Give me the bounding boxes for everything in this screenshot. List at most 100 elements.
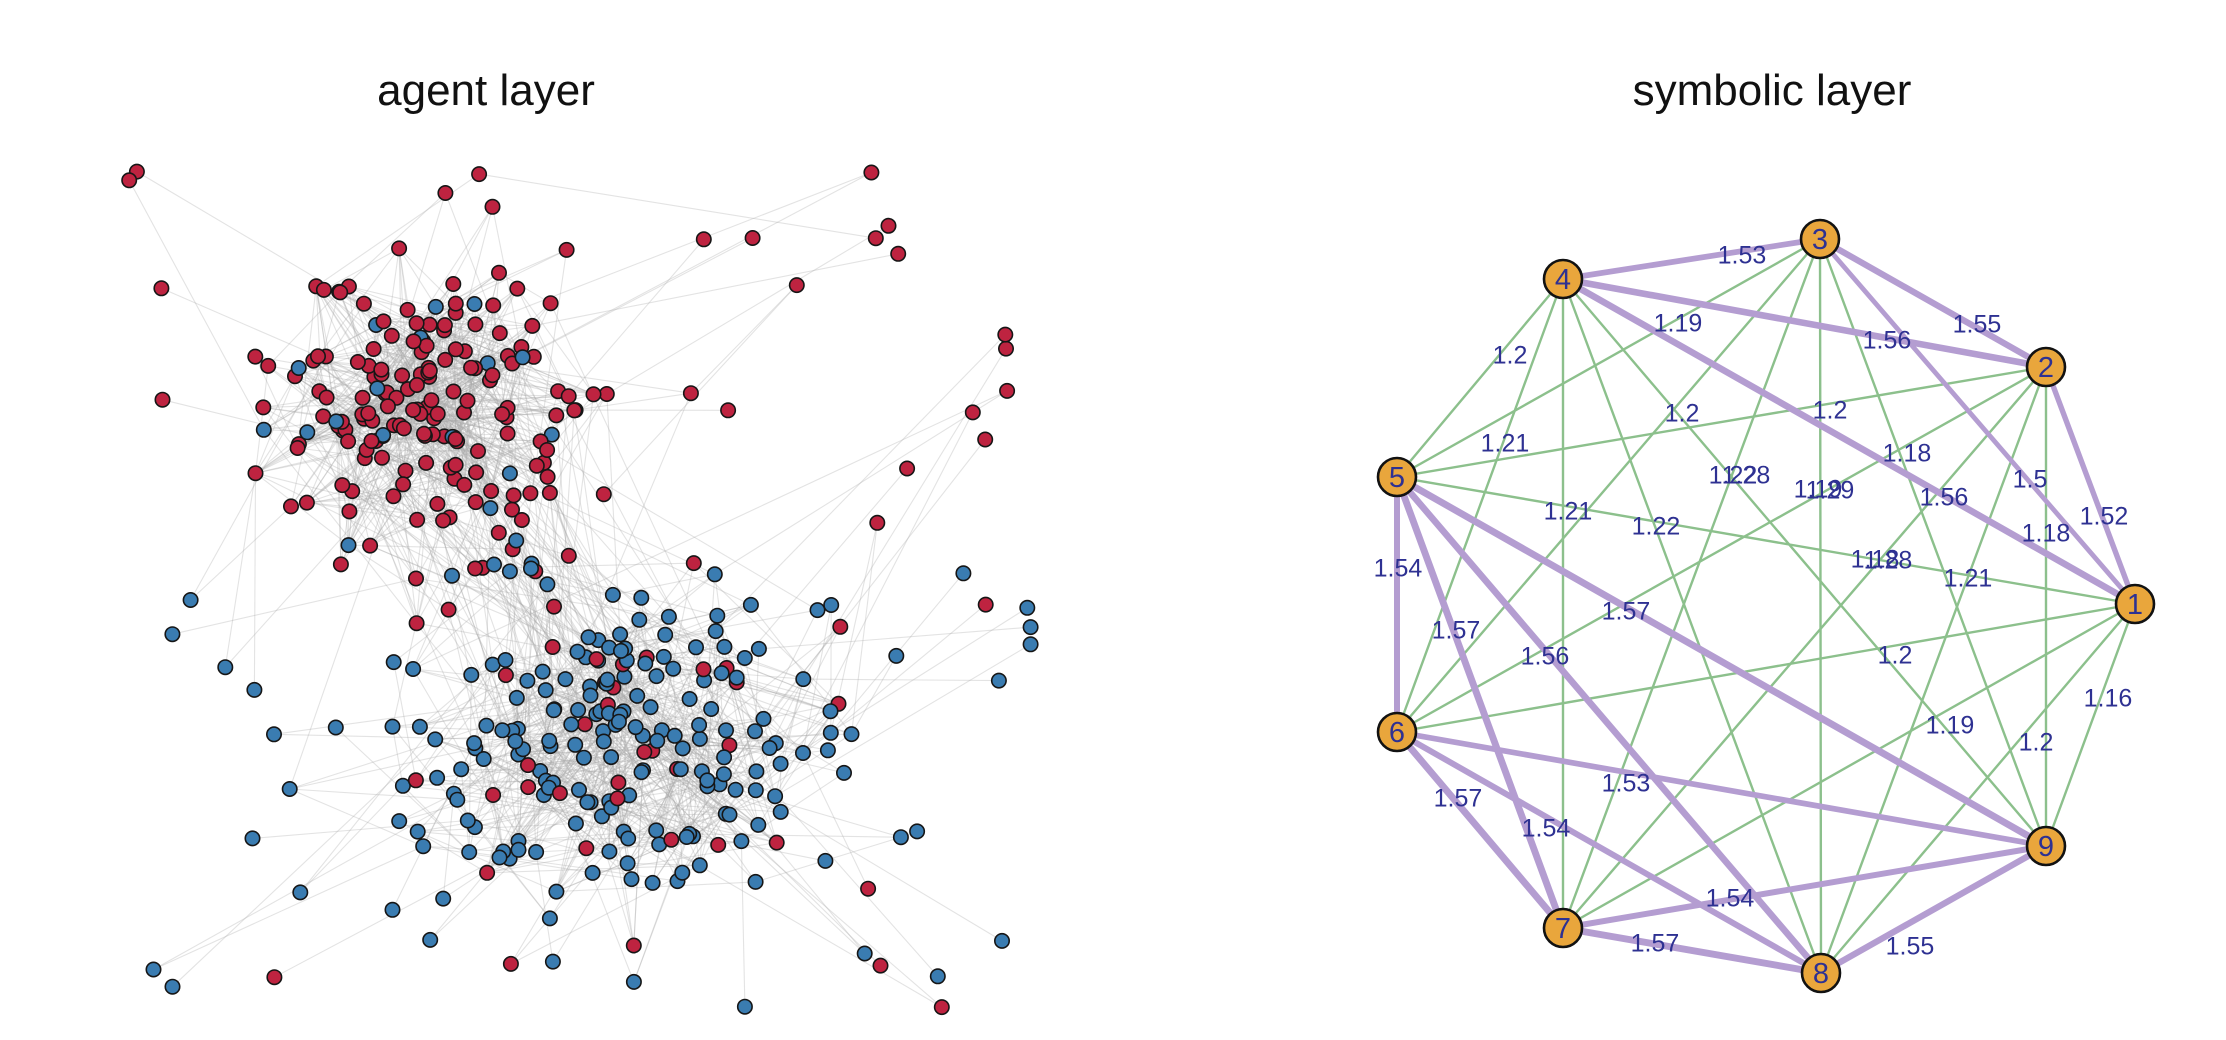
agent-node-red xyxy=(289,439,306,456)
agent-edge xyxy=(704,679,839,705)
agent-edge xyxy=(610,597,642,808)
edge-weight-label-7-9: 1.54 xyxy=(1706,885,1755,913)
agent-node-blue xyxy=(707,623,724,640)
agent-node-red xyxy=(447,430,464,447)
agent-edge xyxy=(342,484,555,608)
agent-node-red xyxy=(447,456,464,473)
agent-edge xyxy=(652,768,678,884)
agent-edge xyxy=(345,413,421,431)
agent-node-red xyxy=(415,425,432,442)
agent-node-red xyxy=(485,297,502,314)
edge-weight-label-5-7: 1.57 xyxy=(1432,617,1481,645)
agent-node-blue xyxy=(510,841,527,858)
agent-edge xyxy=(402,440,541,485)
edge-weight-label-3-4: 1.53 xyxy=(1718,242,1767,270)
agent-edge xyxy=(600,710,776,744)
agent-edge xyxy=(416,519,494,665)
agent-node-red xyxy=(685,555,702,572)
agent-edge xyxy=(510,864,701,965)
agent-node-blue xyxy=(427,298,444,315)
agent-node-red xyxy=(467,494,484,511)
edge-weight-label-1-7: 1.19 xyxy=(1926,712,1975,740)
agent-node-blue xyxy=(631,611,648,628)
agent-node-blue xyxy=(856,945,873,962)
symbolic-node-9: 9 xyxy=(2025,825,2067,867)
agent-edge xyxy=(483,758,520,842)
agent-node-blue xyxy=(736,649,753,666)
agent-edge xyxy=(585,656,777,744)
agent-edge xyxy=(517,728,629,839)
agent-edge xyxy=(463,367,472,485)
agent-edge xyxy=(677,718,764,882)
agent-edge xyxy=(460,768,629,840)
agent-edge xyxy=(254,356,383,459)
agent-edge xyxy=(619,604,752,635)
agent-edge xyxy=(255,303,365,474)
symbolic-edge-2-7 xyxy=(1561,365,2048,930)
agent-node-blue xyxy=(727,781,744,798)
agent-edge xyxy=(299,583,548,893)
agent-edge xyxy=(552,723,586,783)
agent-node-blue xyxy=(519,672,536,689)
agent-edge xyxy=(479,173,876,239)
agent-edge xyxy=(590,668,674,803)
agent-edge xyxy=(527,708,712,766)
agent-edge xyxy=(603,741,635,946)
agent-node-blue xyxy=(748,763,765,780)
agent-edge xyxy=(319,376,375,392)
symbolic-node-circle-6 xyxy=(1376,711,1418,753)
agent-edge xyxy=(552,838,629,962)
agent-edge xyxy=(640,597,703,772)
agent-node-red xyxy=(720,402,737,419)
agent-edge xyxy=(486,675,657,727)
agent-node-blue xyxy=(545,702,562,719)
agent-node-blue xyxy=(665,660,682,677)
agent-node-red xyxy=(318,389,335,406)
agent-node-red xyxy=(867,230,884,247)
agent-edge xyxy=(477,450,491,509)
edge-weight-label-3-7: 1.22 xyxy=(1709,462,1758,490)
agent-edge xyxy=(487,362,691,394)
symbolic-node-circle-1 xyxy=(2114,583,2156,625)
agent-edge xyxy=(527,563,533,766)
agent-node-blue xyxy=(633,589,650,606)
agent-edge xyxy=(451,501,477,576)
agent-edge xyxy=(426,171,872,347)
agent-node-red xyxy=(545,598,562,615)
agent-edge xyxy=(755,626,841,791)
agent-node-red xyxy=(394,367,411,384)
agent-edge xyxy=(763,609,818,720)
agent-edge xyxy=(627,838,683,874)
agent-node-blue xyxy=(584,864,601,881)
agent-node-red xyxy=(365,340,382,357)
agent-edge xyxy=(344,429,418,624)
agent-node-red xyxy=(409,511,426,528)
agent-edge xyxy=(545,594,614,691)
agent-node-red xyxy=(560,547,577,564)
agent-edge xyxy=(351,341,424,492)
agent-node-blue xyxy=(244,830,261,847)
agent-edge xyxy=(638,619,678,770)
agent-edge xyxy=(435,306,501,334)
agent-node-blue xyxy=(595,733,612,750)
agent-node-blue xyxy=(501,563,518,580)
agent-node-blue xyxy=(290,359,307,376)
agent-node-red xyxy=(435,512,452,529)
agent-node-red xyxy=(484,198,501,215)
agent-node-red xyxy=(385,488,402,505)
agent-node-blue xyxy=(772,803,789,820)
symbolic-edge-7-9 xyxy=(1560,843,2049,931)
symbolic-edge-1-3 xyxy=(1817,236,2138,607)
symbolic-edge-1-7 xyxy=(1561,602,2137,930)
symbolic-node-2: 2 xyxy=(2025,346,2067,388)
agent-node-blue xyxy=(817,852,834,869)
symbolic-node-circle-9 xyxy=(2025,825,2067,867)
agent-node-blue xyxy=(819,742,836,759)
agent-edge xyxy=(413,668,472,676)
agent-edge xyxy=(609,800,730,816)
agent-edge xyxy=(689,833,901,838)
agent-node-red xyxy=(408,315,425,332)
symbolic-edge-4-6 xyxy=(1395,277,1565,734)
symbolic-node-label-8: 8 xyxy=(1813,958,1829,990)
